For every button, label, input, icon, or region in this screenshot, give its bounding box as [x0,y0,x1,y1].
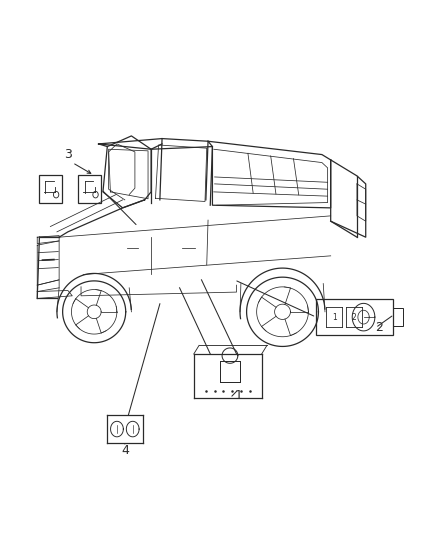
Text: 4: 4 [121,444,129,457]
Text: 3: 3 [64,148,72,161]
Text: 1: 1 [235,389,243,402]
Text: 2: 2 [352,313,357,321]
Text: 2: 2 [375,321,383,334]
Text: 1: 1 [332,313,337,321]
